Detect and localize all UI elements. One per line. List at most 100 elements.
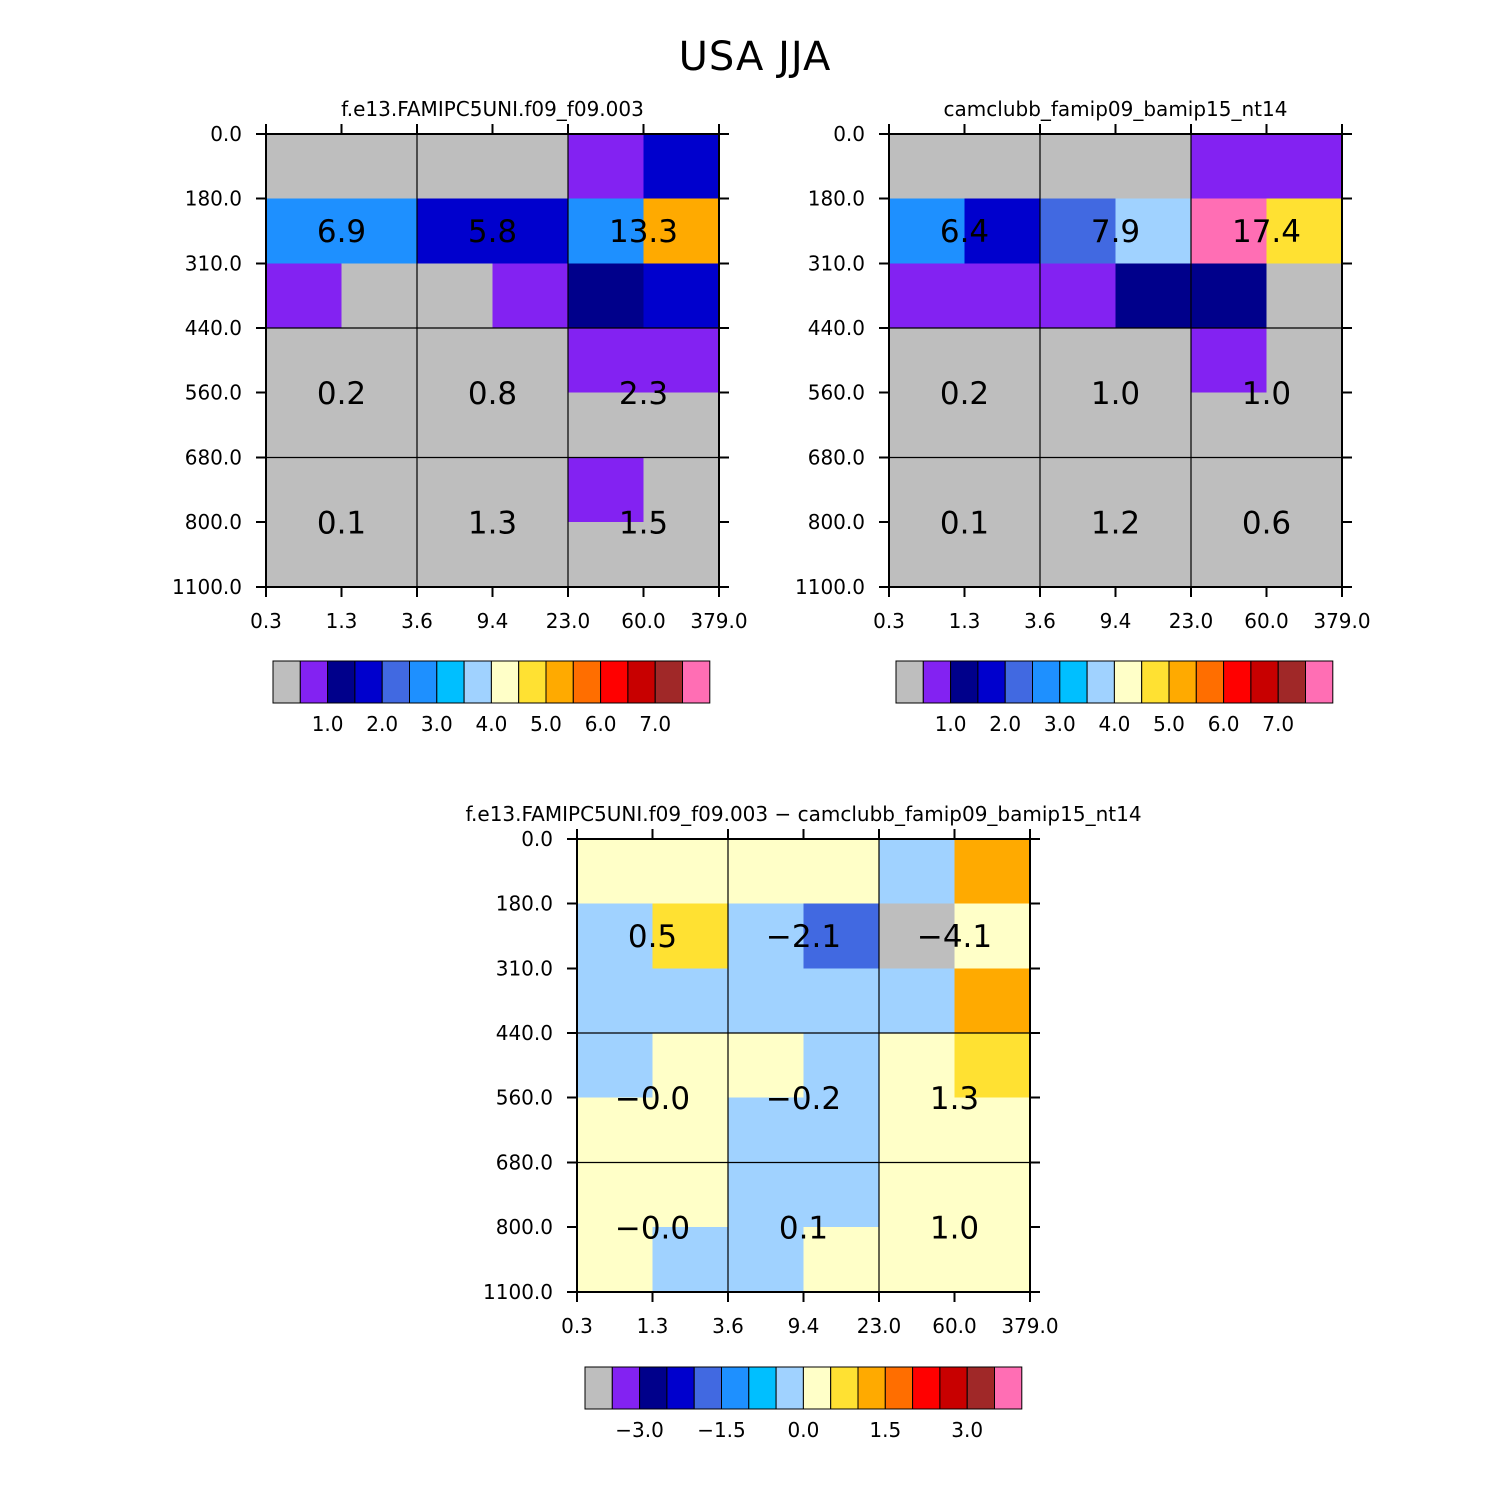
x-tick-label: 23.0 <box>1169 609 1214 633</box>
colorbar-label: 4.0 <box>1098 712 1130 736</box>
heatmap-cell <box>1191 392 1268 459</box>
colorbar-label: 0.0 <box>787 1418 819 1442</box>
heatmap-cell <box>964 134 1041 200</box>
colorbar-box <box>1113 660 1143 704</box>
colorbar-box <box>381 660 411 704</box>
heatmap-cell <box>1040 134 1117 200</box>
colorbar-box <box>775 1366 804 1410</box>
x-tick-label: 1.3 <box>637 1314 669 1338</box>
heatmap-cell <box>341 198 418 265</box>
colorbar-box <box>1086 660 1115 704</box>
cell-value-label: 0.1 <box>779 1210 828 1246</box>
heatmap-cell <box>643 328 720 394</box>
heatmap-cell <box>417 522 494 588</box>
heatmap-cell <box>341 328 418 394</box>
heatmap-cell <box>964 263 1041 329</box>
heatmap-cell <box>889 392 966 459</box>
heatmap-cell <box>643 392 720 459</box>
colorbar-box <box>977 660 1006 704</box>
heatmap-cell <box>728 1227 805 1293</box>
heatmap-cell <box>879 1227 956 1293</box>
colorbar-box <box>830 1366 859 1410</box>
heatmap-cell <box>803 1162 880 1228</box>
colorbar-box <box>354 660 383 704</box>
heatmap-cell <box>954 903 1031 970</box>
y-tick-label: 680.0 <box>496 1151 553 1175</box>
colorbar-label: 3.0 <box>951 1418 983 1442</box>
colorbar-box <box>693 1366 723 1410</box>
x-tick-label: 60.0 <box>621 609 666 633</box>
heatmap-cell <box>568 522 645 588</box>
x-tick-label: 1.3 <box>949 609 981 633</box>
heatmap-cell <box>879 903 956 970</box>
colorbar-box <box>966 1366 996 1410</box>
cell-value-label: 2.3 <box>619 376 668 412</box>
colorbar-box <box>994 1366 1023 1410</box>
heatmap-cell <box>577 1227 654 1293</box>
heatmap-cell <box>577 1162 654 1228</box>
y-tick-label: 440.0 <box>808 316 865 340</box>
y-tick-label: 800.0 <box>185 510 242 534</box>
y-tick-label: 180.0 <box>185 187 242 211</box>
heatmap-cell <box>652 968 729 1034</box>
colorbar-label: 5.0 <box>1153 712 1185 736</box>
colorbar-box <box>1141 660 1170 704</box>
panel-title: f.e13.FAMIPC5UNI.f09_f09.003 <box>341 97 644 121</box>
x-tick-label: 379.0 <box>1313 609 1370 633</box>
cell-value-label: 5.8 <box>468 214 517 250</box>
cell-value-label: −0.2 <box>766 1081 841 1117</box>
heatmap-cell <box>728 968 805 1034</box>
panel-control: f.e13.FAMIPC5UNI.f09_f09.003 0.3 1.3 3.6 9.4… <box>172 97 748 736</box>
y-tick-label: 310.0 <box>496 957 553 981</box>
heatmap-cell <box>492 457 569 523</box>
heatmap-cell <box>1266 328 1343 394</box>
heatmap-cell <box>889 198 966 265</box>
x-tick-label: 0.3 <box>561 1314 593 1338</box>
x-tick-label: 1.3 <box>326 609 358 633</box>
heatmap-cell <box>964 198 1041 265</box>
y-tick-label: 1100.0 <box>483 1280 553 1304</box>
heatmap-cell <box>1040 198 1117 265</box>
colorbar-label: −1.5 <box>697 1418 746 1442</box>
y-tick-label: 0.0 <box>833 122 865 146</box>
y-tick-label: 560.0 <box>185 381 242 405</box>
x-tick-label: 3.6 <box>1024 609 1056 633</box>
heatmap-cell <box>954 1162 1031 1228</box>
heatmap-cell <box>643 198 720 265</box>
heatmap-cell <box>492 198 569 265</box>
heatmap-cell <box>954 968 1031 1034</box>
heatmap-cell <box>652 1097 729 1164</box>
colorbar-box <box>895 660 924 704</box>
heatmap-cell <box>643 134 720 200</box>
heatmap-cell <box>889 134 966 200</box>
heatmap-cell <box>964 457 1041 523</box>
heatmap-cell <box>643 522 720 588</box>
x-tick-label: 0.3 <box>250 609 282 633</box>
heatmap-cell <box>417 263 494 329</box>
x-tick-label: 3.6 <box>712 1314 744 1338</box>
panel-title: f.e13.FAMIPC5UNI.f09_f09.003 − camclubb_… <box>465 802 1141 826</box>
heatmap-cell <box>568 134 645 200</box>
heatmap-cell <box>1266 263 1343 329</box>
colorbar-label: 2.0 <box>366 712 398 736</box>
colorbar-label: 7.0 <box>639 712 671 736</box>
panel-title: camclubb_famip09_bamip15_nt14 <box>944 97 1288 121</box>
heatmap-cell <box>652 903 729 970</box>
heatmap-cell <box>1266 522 1343 588</box>
heatmap-cell <box>803 903 880 970</box>
y-tick-label: 180.0 <box>496 892 553 916</box>
colorbar-label: 3.0 <box>1044 712 1076 736</box>
heatmap-cell <box>577 968 654 1034</box>
colorbar-box <box>463 660 492 704</box>
colorbar-box <box>1223 660 1252 704</box>
heatmap-cell <box>568 263 645 329</box>
heatmap-cell <box>417 198 494 265</box>
heatmap-cell <box>803 839 880 905</box>
colorbar-box <box>545 660 574 704</box>
y-tick-label: 560.0 <box>496 1086 553 1110</box>
heatmap-cell <box>568 198 645 265</box>
colorbar-box <box>1195 660 1225 704</box>
x-tick-label: 23.0 <box>857 1314 902 1338</box>
x-tick-label: 60.0 <box>932 1314 977 1338</box>
cell-value-label: 1.0 <box>1242 376 1291 412</box>
